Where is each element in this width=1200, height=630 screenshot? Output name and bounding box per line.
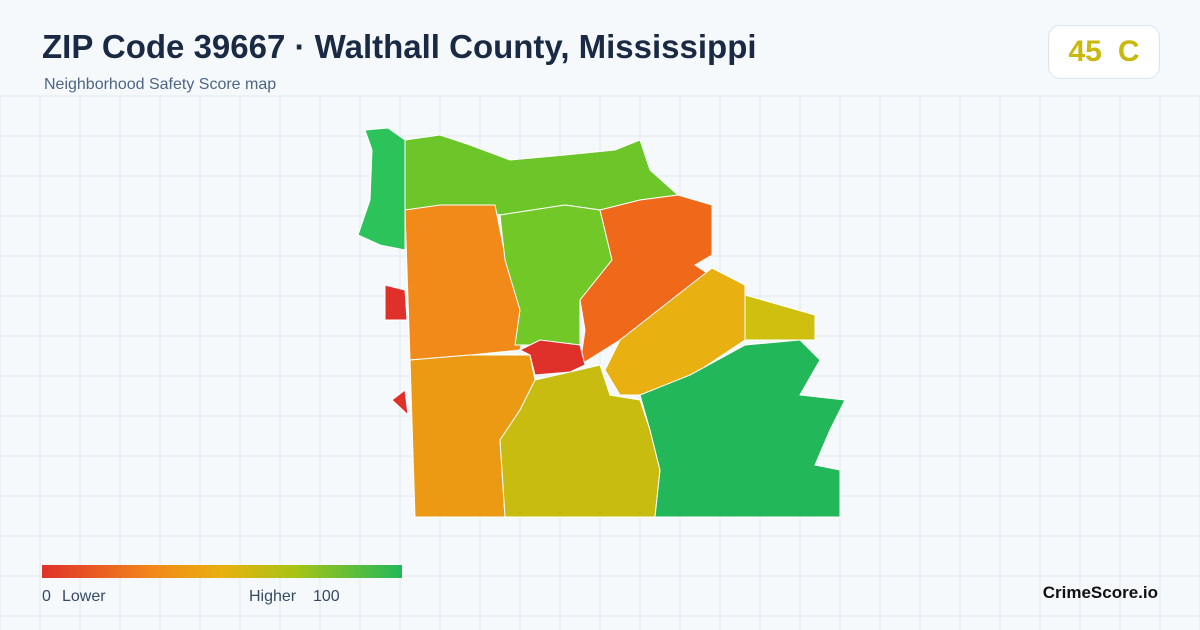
score: 45 — [1068, 35, 1102, 68]
region — [357, 127, 406, 251]
region — [499, 204, 613, 346]
grade: C — [1117, 35, 1140, 68]
legend-max-label: Higher — [249, 588, 297, 605]
regions — [357, 127, 846, 518]
region — [639, 339, 846, 518]
legend-min: 0 — [42, 588, 51, 605]
legend-max: 100 — [313, 588, 340, 605]
region — [518, 339, 586, 376]
region — [391, 389, 409, 417]
subtitle: Neighborhood Safety Score map — [44, 76, 277, 93]
region — [384, 284, 408, 321]
legend-min-label: Lower — [62, 588, 106, 605]
title: ZIP Code 39667 · Walthall County, Missis… — [42, 28, 757, 65]
brand: CrimeScore.io — [1042, 583, 1158, 602]
region — [744, 294, 816, 341]
legend-gradient — [42, 565, 402, 578]
score-badge: 45 C — [1048, 25, 1160, 79]
